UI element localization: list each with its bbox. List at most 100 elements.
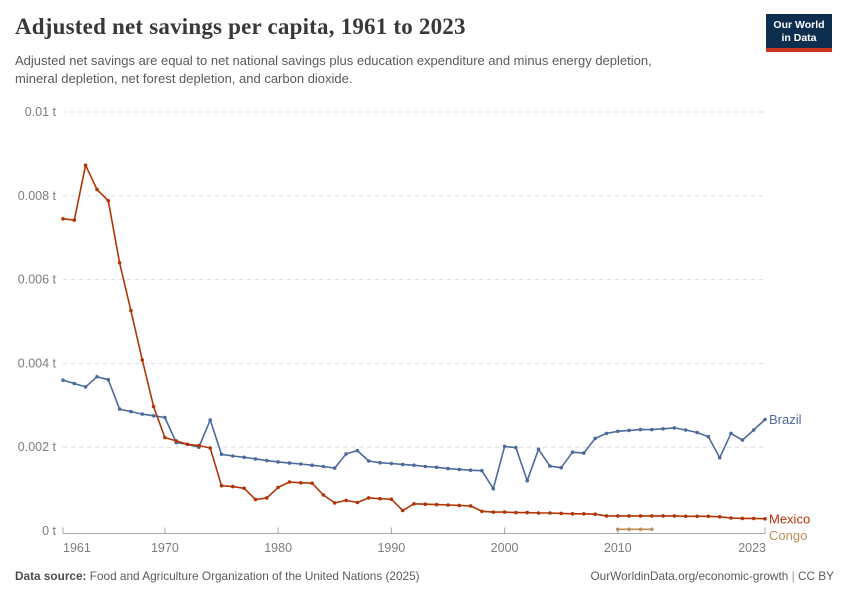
- data-point-mexico: [740, 516, 745, 521]
- data-point-brazil: [129, 409, 133, 414]
- data-point-brazil: [242, 455, 246, 460]
- data-point-brazil: [468, 468, 473, 473]
- data-point-mexico: [366, 496, 371, 500]
- data-point-mexico: [389, 497, 394, 502]
- data-point-mexico: [310, 481, 314, 486]
- y-axis-label: 0.01 t: [25, 105, 57, 119]
- y-axis-label: 0.006 t: [18, 273, 57, 287]
- data-point-brazil: [117, 407, 122, 411]
- data-point-brazil: [729, 431, 733, 436]
- line-brazil[interactable]: [62, 376, 766, 490]
- data-point-brazil: [299, 462, 303, 466]
- data-point-brazil: [208, 418, 212, 422]
- data-point-brazil: [593, 436, 597, 441]
- data-point-mexico: [129, 308, 133, 313]
- data-point-brazil: [751, 428, 756, 432]
- data-point-brazil: [627, 428, 631, 433]
- data-point-mexico: [231, 484, 235, 489]
- data-point-mexico: [412, 502, 416, 506]
- data-point-congo: [650, 527, 654, 532]
- data-point-mexico: [174, 439, 178, 443]
- data-point-brazil: [525, 478, 529, 483]
- chart-footer: Data source: Food and Agriculture Organi…: [15, 569, 834, 583]
- data-point-mexico: [197, 443, 201, 448]
- data-point-brazil: [706, 434, 711, 439]
- data-point-mexico: [525, 510, 529, 515]
- data-point-mexico: [683, 514, 688, 519]
- data-point-brazil: [763, 417, 767, 422]
- data-point-brazil: [695, 430, 699, 435]
- data-point-mexico: [208, 446, 212, 450]
- data-point-brazil: [514, 445, 518, 450]
- data-point-mexico: [219, 483, 224, 488]
- data-point-mexico: [661, 514, 665, 518]
- data-point-congo: [616, 527, 620, 532]
- data-point-mexico: [163, 435, 167, 440]
- data-point-brazil: [378, 460, 382, 465]
- data-point-brazil: [423, 464, 428, 469]
- series-label-mexico[interactable]: Mexico: [769, 511, 810, 526]
- x-axis-label: 2010: [604, 541, 632, 555]
- data-point-mexico: [480, 509, 484, 514]
- data-point-brazil: [740, 438, 745, 442]
- data-point-mexico: [536, 511, 541, 515]
- data-point-mexico: [95, 187, 99, 192]
- data-point-brazil: [163, 415, 167, 420]
- data-point-brazil: [231, 454, 235, 458]
- data-point-mexico: [706, 514, 711, 519]
- data-point-brazil: [457, 467, 462, 472]
- data-point-brazil: [321, 464, 326, 469]
- y-axis-label: 0.002 t: [18, 440, 57, 454]
- data-point-brazil: [570, 450, 575, 455]
- data-point-mexico: [695, 514, 699, 519]
- data-point-mexico: [717, 515, 722, 519]
- data-point-brazil: [276, 460, 280, 464]
- data-point-mexico: [570, 512, 575, 516]
- data-point-mexico: [185, 442, 190, 447]
- data-point-mexico: [287, 480, 292, 484]
- data-point-mexico: [582, 512, 586, 516]
- data-point-mexico: [378, 496, 382, 501]
- cc-by-link[interactable]: CC BY: [797, 569, 834, 583]
- footer-separator: |: [791, 569, 795, 583]
- data-point-mexico: [650, 514, 654, 518]
- data-point-mexico: [276, 485, 280, 490]
- data-point-mexico: [344, 498, 348, 503]
- owid-url-link[interactable]: OurWorldinData.org/economic-growth: [590, 569, 789, 583]
- data-point-brazil: [389, 461, 394, 466]
- x-axis-label: 1970: [151, 541, 179, 555]
- data-point-brazil: [265, 458, 269, 463]
- owid-logo[interactable]: Our World in Data: [766, 14, 832, 52]
- data-point-mexico: [253, 497, 258, 502]
- data-point-mexico: [604, 514, 609, 518]
- data-point-mexico: [593, 512, 597, 516]
- data-point-brazil: [536, 447, 541, 452]
- data-point-brazil: [106, 377, 111, 382]
- data-point-mexico: [672, 514, 677, 518]
- series-label-congo[interactable]: Congo: [769, 528, 807, 543]
- data-point-mexico: [151, 404, 156, 409]
- data-point-mexico: [83, 163, 88, 167]
- data-point-mexico: [559, 511, 563, 516]
- data-point-mexico: [616, 514, 620, 518]
- data-point-mexico: [729, 516, 733, 520]
- data-point-mexico: [434, 502, 439, 507]
- data-point-brazil: [61, 378, 65, 383]
- data-point-brazil: [412, 463, 416, 468]
- data-point-mexico: [321, 493, 326, 497]
- data-point-mexico: [627, 514, 631, 518]
- series-label-brazil[interactable]: Brazil: [769, 412, 802, 427]
- data-point-brazil: [344, 452, 348, 456]
- owid-logo-line2: in Data: [781, 31, 817, 44]
- data-point-brazil: [253, 457, 258, 461]
- data-point-brazil: [604, 431, 609, 436]
- y-axis-label: 0.008 t: [18, 189, 57, 203]
- x-axis-label: 1961: [63, 541, 91, 555]
- data-point-mexico: [763, 517, 767, 521]
- x-axis-label: 2023: [738, 541, 766, 555]
- data-point-brazil: [446, 466, 450, 471]
- data-point-congo: [627, 527, 631, 532]
- data-point-brazil: [83, 385, 88, 389]
- data-point-mexico: [457, 503, 462, 508]
